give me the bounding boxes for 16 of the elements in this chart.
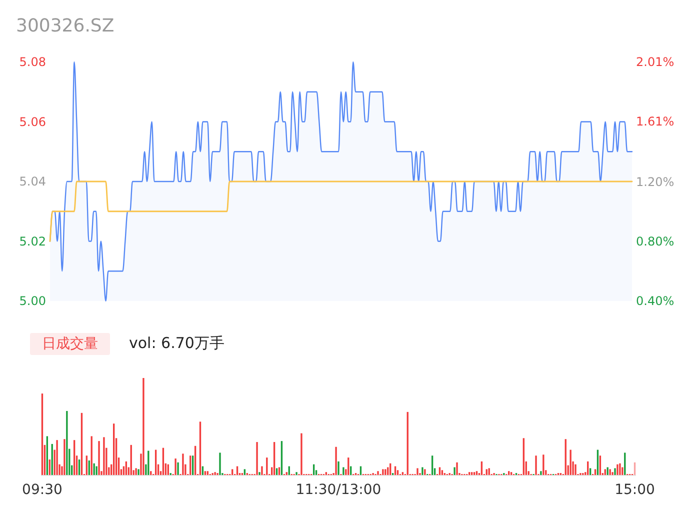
x-tick-label: 09:30: [22, 482, 62, 498]
y2-tick-label: 0.40%: [636, 294, 674, 308]
y2-tick-label: 0.80%: [636, 234, 674, 249]
chart-title: 300326.SZ: [16, 16, 114, 36]
chart-subtitle: vol: 6.70万手: [129, 334, 224, 352]
y-tick-label: 5.04: [19, 174, 46, 188]
x-tick-label: 15:00: [614, 482, 655, 498]
y-tick-label: 5.08: [19, 55, 46, 69]
y-tick-label: 5.00: [19, 294, 46, 308]
chart-title: 日成交量: [42, 336, 98, 352]
y2-tick-label: 2.01%: [636, 55, 674, 69]
y-tick-label: 5.06: [19, 114, 46, 129]
x-tick-label: 11:30/13:00: [296, 482, 382, 498]
y2-tick-label: 1.61%: [636, 114, 674, 128]
y2-tick-label: 1.20%: [636, 175, 674, 190]
y-tick-label: 5.02: [19, 234, 46, 248]
